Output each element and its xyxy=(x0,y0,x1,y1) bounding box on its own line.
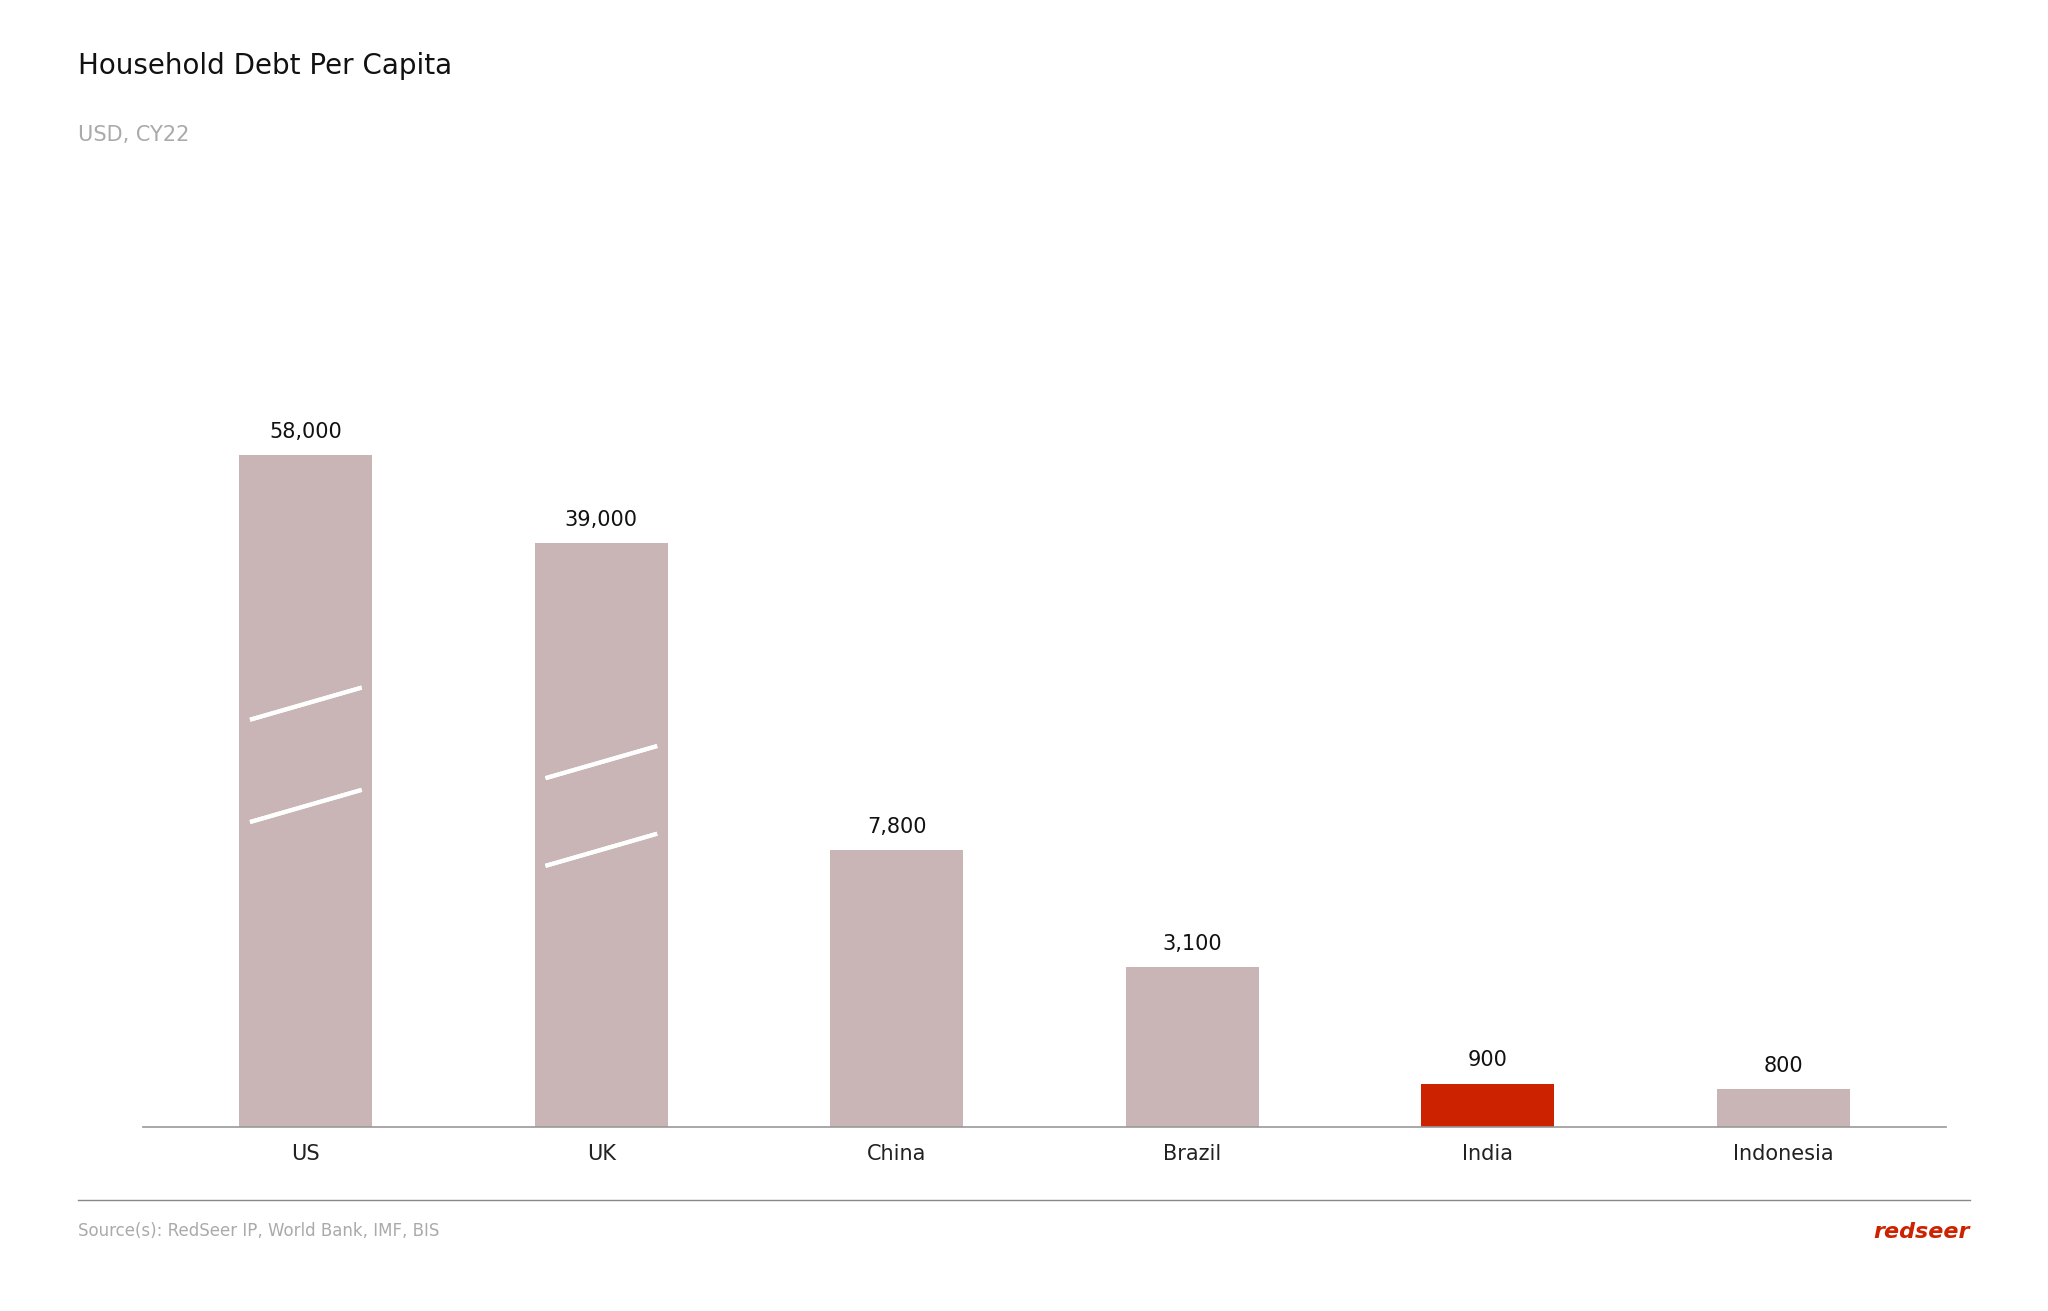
Text: Source(s): RedSeer IP, World Bank, IMF, BIS: Source(s): RedSeer IP, World Bank, IMF, … xyxy=(78,1222,438,1240)
Text: 7,800: 7,800 xyxy=(866,817,926,836)
Bar xyxy=(535,543,668,1127)
Text: redseer: redseer xyxy=(1874,1222,1970,1242)
Bar xyxy=(240,455,373,1127)
Bar xyxy=(1126,966,1260,1127)
Text: Household Debt Per Capita: Household Debt Per Capita xyxy=(78,52,453,80)
Text: 900: 900 xyxy=(1468,1050,1507,1071)
Text: 58,000: 58,000 xyxy=(270,422,342,442)
Text: 39,000: 39,000 xyxy=(565,510,637,530)
Text: 3,100: 3,100 xyxy=(1163,933,1223,953)
Bar xyxy=(1421,1084,1554,1127)
Text: USD, CY22: USD, CY22 xyxy=(78,125,188,144)
Bar xyxy=(829,850,963,1127)
Text: 800: 800 xyxy=(1763,1057,1802,1076)
Bar xyxy=(1716,1089,1849,1127)
